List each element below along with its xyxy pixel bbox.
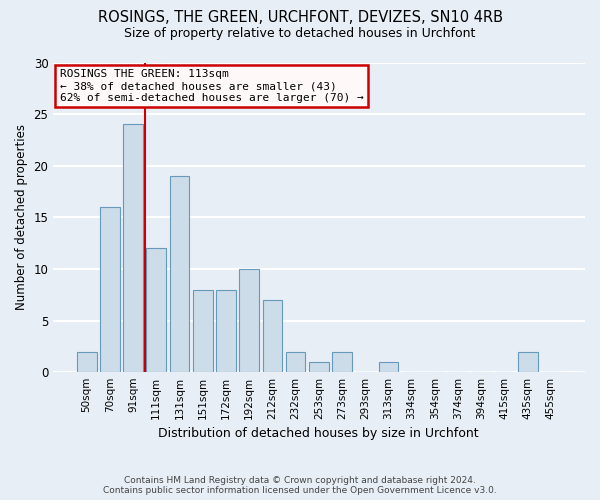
- Bar: [146, 248, 166, 372]
- Bar: [379, 362, 398, 372]
- Bar: [170, 176, 190, 372]
- Bar: [77, 352, 97, 372]
- Y-axis label: Number of detached properties: Number of detached properties: [15, 124, 28, 310]
- Bar: [332, 352, 352, 372]
- Bar: [216, 290, 236, 372]
- Bar: [239, 269, 259, 372]
- Bar: [100, 207, 120, 372]
- Bar: [263, 300, 282, 372]
- Bar: [286, 352, 305, 372]
- Text: Size of property relative to detached houses in Urchfont: Size of property relative to detached ho…: [124, 28, 476, 40]
- Text: ROSINGS, THE GREEN, URCHFONT, DEVIZES, SN10 4RB: ROSINGS, THE GREEN, URCHFONT, DEVIZES, S…: [97, 10, 503, 25]
- Bar: [518, 352, 538, 372]
- Bar: [193, 290, 212, 372]
- Text: Contains HM Land Registry data © Crown copyright and database right 2024.
Contai: Contains HM Land Registry data © Crown c…: [103, 476, 497, 495]
- Bar: [123, 124, 143, 372]
- Text: ROSINGS THE GREEN: 113sqm
← 38% of detached houses are smaller (43)
62% of semi-: ROSINGS THE GREEN: 113sqm ← 38% of detac…: [59, 70, 363, 102]
- Bar: [309, 362, 329, 372]
- X-axis label: Distribution of detached houses by size in Urchfont: Distribution of detached houses by size …: [158, 427, 479, 440]
